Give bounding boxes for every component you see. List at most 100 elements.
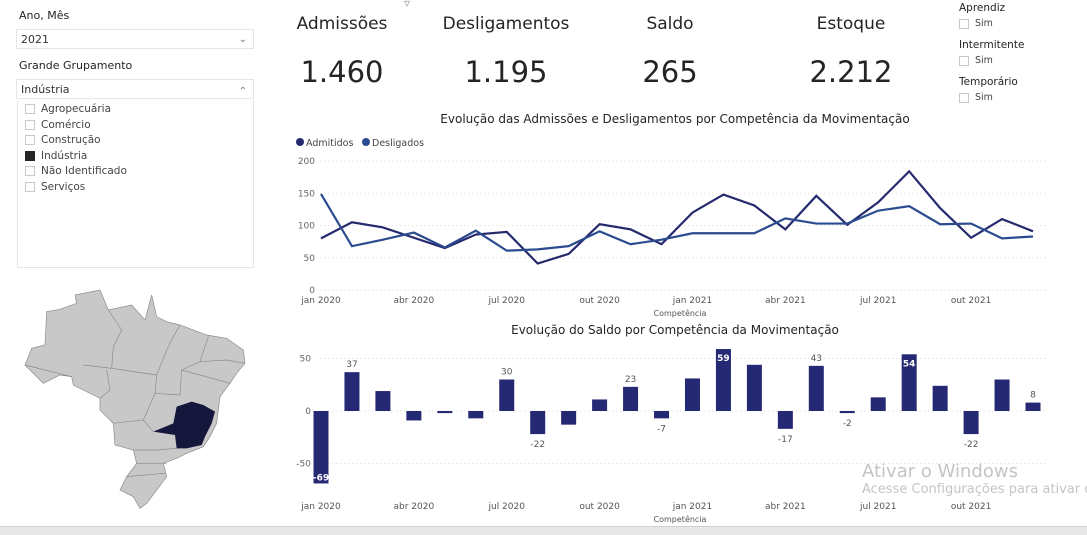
data-label: -7: [657, 424, 666, 434]
slicer-option-label: Sim: [975, 18, 993, 29]
kpi-label: Estoque: [816, 14, 886, 34]
chevron-up-icon: ⌃: [238, 86, 247, 97]
ano-mes-label: Ano, Mês: [19, 9, 70, 22]
option-item[interactable]: Não Identificado: [25, 164, 253, 180]
checkbox[interactable]: [959, 92, 969, 103]
data-label: 59: [717, 354, 730, 364]
bar[interactable]: [901, 354, 917, 411]
slicer-option[interactable]: Sim: [959, 55, 993, 66]
bar[interactable]: [932, 385, 948, 411]
checkbox[interactable]: [959, 18, 969, 29]
checkbox[interactable]: [25, 104, 35, 114]
data-label: 23: [625, 375, 636, 385]
y-tick-label: -50: [296, 460, 311, 470]
bar[interactable]: [1025, 402, 1041, 411]
bar[interactable]: [994, 379, 1010, 412]
x-tick-label: jul 2020: [487, 502, 525, 512]
option-label: Indústria: [41, 149, 88, 162]
y-tick-label: 100: [298, 222, 315, 232]
bar[interactable]: [963, 411, 979, 435]
bar[interactable]: [406, 411, 422, 421]
filter-icon[interactable]: ▿: [404, 0, 411, 10]
option-label: Serviços: [41, 180, 86, 193]
x-tick-label: jul 2021: [859, 296, 896, 306]
x-tick-label: jan 2020: [300, 502, 341, 512]
option-item[interactable]: Comércio: [25, 118, 253, 134]
bar[interactable]: [375, 391, 391, 411]
grupamento-options-list: Agropecuária Comércio Construção Indústria N…: [17, 100, 254, 268]
grupamento-dropdown[interactable]: Indústria ⌃: [16, 79, 254, 99]
bar[interactable]: [499, 379, 515, 412]
kpi-value: 2.212: [809, 55, 893, 89]
series-line-desligados[interactable]: [320, 193, 1034, 252]
checkbox[interactable]: [25, 150, 35, 161]
checkbox[interactable]: [25, 166, 35, 176]
checkbox[interactable]: [959, 55, 969, 66]
line-chart: Admitidos Desligados 0 50 100 150 200 jan 2020 a…: [296, 138, 1045, 318]
data-label: -2: [843, 419, 852, 429]
bar[interactable]: [839, 411, 855, 414]
data-label: 43: [811, 354, 822, 364]
data-label: 54: [903, 359, 916, 369]
option-item[interactable]: Indústria: [25, 149, 253, 165]
bar[interactable]: [468, 411, 484, 419]
y-tick-label: 50: [300, 355, 312, 365]
bar[interactable]: [592, 399, 608, 411]
slicer-label: Intermitente: [959, 39, 1025, 51]
slicer-option[interactable]: Sim: [959, 92, 993, 103]
bar[interactable]: [623, 386, 639, 411]
bar[interactable]: [746, 364, 762, 411]
kpi-value: 1.195: [464, 55, 548, 89]
y-tick-label: 0: [309, 286, 315, 296]
slicer-label: Temporário: [959, 76, 1018, 88]
bar[interactable]: [808, 365, 824, 411]
bar[interactable]: [777, 411, 793, 429]
bar[interactable]: [313, 411, 329, 484]
checkbox[interactable]: [25, 181, 35, 192]
checkbox[interactable]: [25, 135, 35, 145]
data-label: 37: [346, 360, 357, 370]
ano-mes-dropdown[interactable]: 2021 ⌄: [16, 29, 254, 49]
option-item[interactable]: Agropecuária: [25, 102, 253, 118]
bar[interactable]: [654, 411, 670, 419]
checkbox[interactable]: [25, 119, 35, 130]
x-tick-label: abr 2021: [765, 502, 806, 512]
kpi-value: 265: [642, 55, 698, 89]
legend-label: Admitidos: [306, 138, 353, 149]
kpi-label: Saldo: [646, 14, 694, 34]
x-tick-label: jul 2021: [859, 502, 896, 512]
data-label: 30: [501, 368, 513, 378]
x-tick-label: abr 2020: [394, 296, 435, 306]
slicer-option-label: Sim: [975, 92, 993, 103]
bar[interactable]: [715, 349, 731, 411]
bar-chart-title: Evolução do Saldo por Competência da Mov…: [511, 323, 839, 337]
bar[interactable]: [684, 378, 700, 411]
x-tick-label: out 2021: [951, 502, 992, 512]
map-region-brazil[interactable]: [24, 289, 246, 509]
y-tick-label: 200: [298, 157, 315, 167]
x-tick-label: jul 2020: [487, 296, 525, 306]
x-tick-label: abr 2021: [765, 296, 806, 306]
slicer-option[interactable]: Sim: [959, 18, 993, 29]
y-tick-label: 150: [298, 189, 315, 199]
y-tick-label: 0: [305, 407, 311, 417]
x-axis-label: Competência: [654, 514, 707, 524]
legend-label: Desligados: [372, 138, 424, 149]
bar[interactable]: [437, 411, 453, 414]
option-item[interactable]: Construção: [25, 133, 253, 149]
x-tick-label: jan 2020: [300, 296, 341, 306]
bar[interactable]: [870, 397, 886, 411]
bar[interactable]: [530, 411, 546, 435]
bar[interactable]: [344, 372, 360, 411]
option-label: Não Identificado: [41, 165, 127, 177]
x-tick-label: out 2021: [951, 296, 992, 306]
map-region-minas-gerais[interactable]: [153, 401, 215, 449]
bar[interactable]: [561, 411, 577, 425]
x-tick-label: jan 2021: [672, 296, 713, 306]
series-line-admitidos[interactable]: [320, 169, 1034, 265]
x-tick-label: out 2020: [579, 296, 620, 306]
slicer-label: Aprendiz: [959, 2, 1006, 14]
option-item[interactable]: Serviços: [25, 180, 253, 196]
data-label: -22: [530, 440, 545, 450]
line-chart-title: Evolução das Admissões e Desligamentos p…: [440, 112, 910, 126]
